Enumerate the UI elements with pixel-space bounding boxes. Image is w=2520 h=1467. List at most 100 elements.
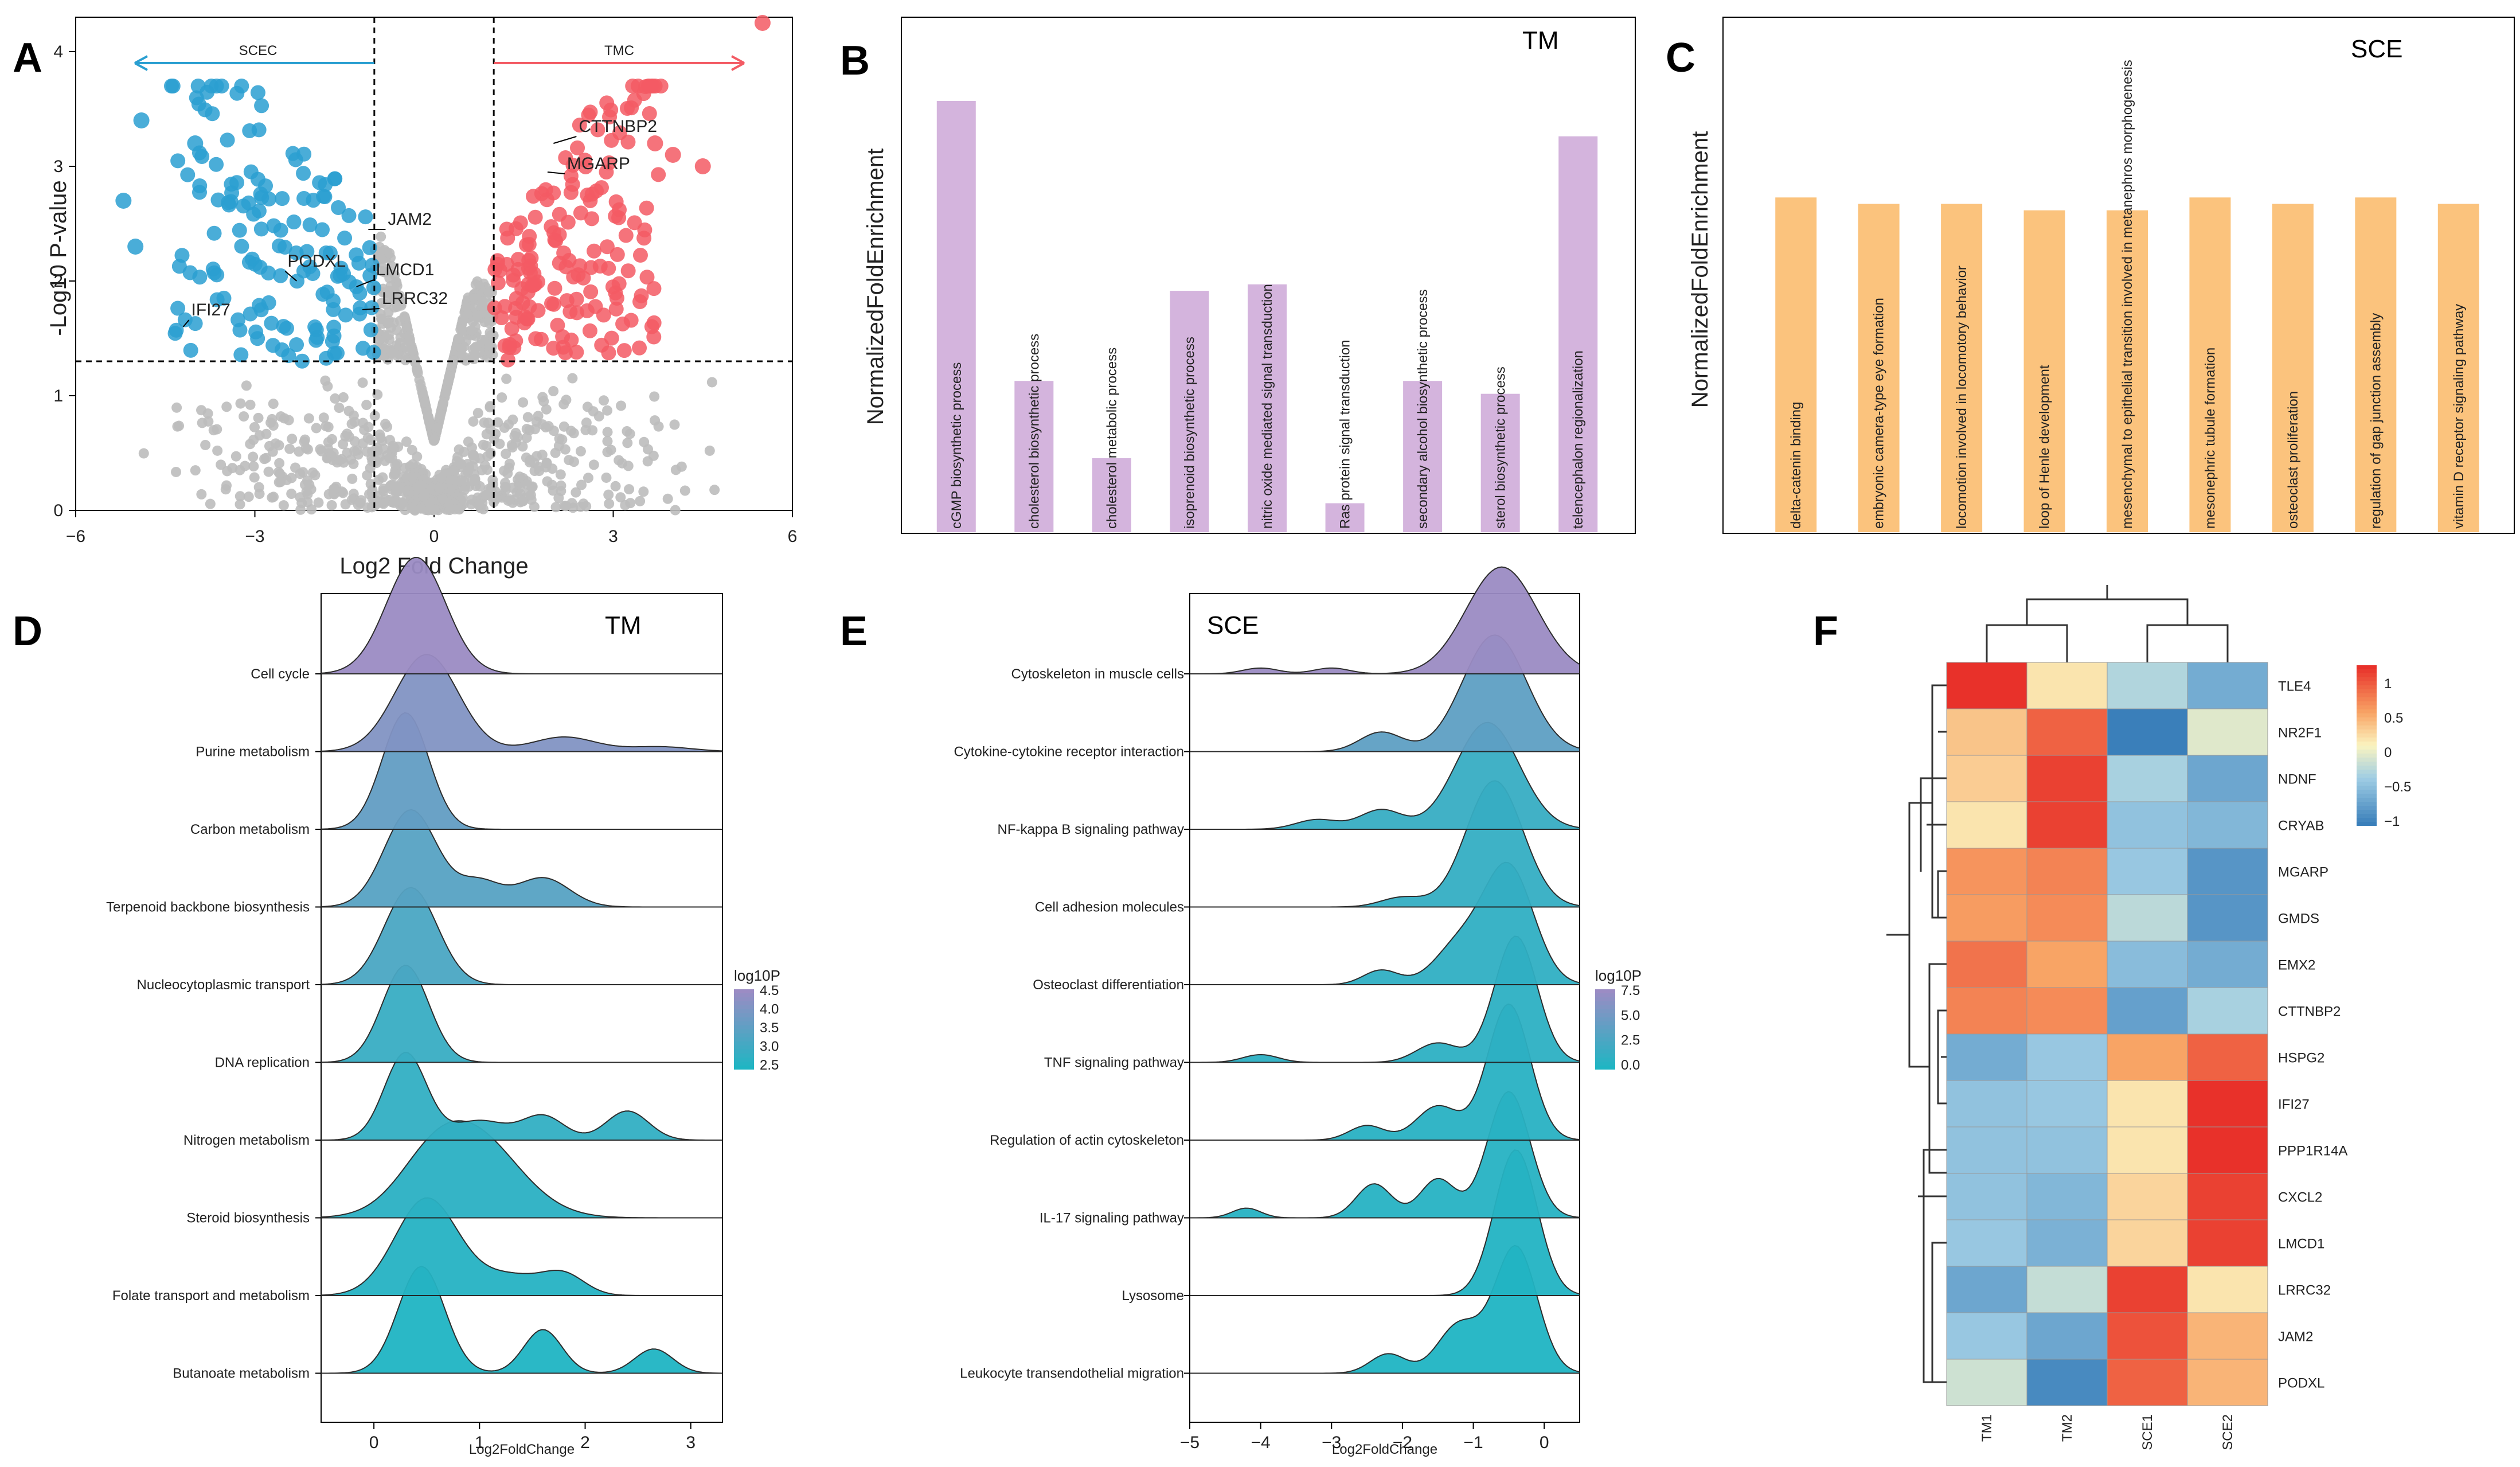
ns-point — [340, 431, 351, 442]
down-point — [234, 239, 249, 254]
heatmap-row-label: NDNF — [2278, 772, 2316, 787]
up-point — [573, 205, 588, 221]
ridge-category-label: Osteoclast differentiation — [1033, 977, 1184, 993]
ns-point — [604, 498, 615, 509]
down-point — [248, 324, 264, 340]
panel-letter-b: B — [840, 38, 870, 84]
ns-point — [268, 491, 279, 502]
gene-label-leader — [553, 136, 577, 144]
ns-point — [221, 401, 232, 412]
down-point — [305, 266, 321, 282]
ns-point — [533, 462, 544, 473]
down-point — [127, 239, 144, 255]
up-point — [608, 301, 624, 317]
down-point — [294, 353, 310, 369]
heatmap-legend-step — [2357, 786, 2377, 790]
ns-point — [235, 398, 246, 409]
up-point — [611, 202, 627, 217]
heatmap-col-label: TM1 — [1979, 1414, 1995, 1442]
heatmap-legend-step — [2357, 778, 2377, 782]
ns-point — [543, 421, 554, 432]
up-point — [616, 343, 632, 358]
ns-point — [241, 380, 252, 391]
ridge-density — [321, 1197, 722, 1296]
up-point — [601, 155, 617, 170]
heatmap-cell — [2026, 1080, 2108, 1127]
ns-point — [581, 418, 592, 428]
down-point — [314, 222, 330, 237]
down-point — [327, 171, 343, 186]
volcano-y-label: -Log10 P-value — [46, 180, 71, 335]
ns-point — [474, 500, 485, 510]
ns-point — [548, 386, 559, 397]
ns-point — [315, 444, 326, 455]
ns-point — [423, 411, 433, 422]
ns-point — [407, 503, 417, 514]
down-point — [336, 266, 351, 282]
legend-gradient-step — [1595, 1054, 1615, 1058]
ns-point — [497, 392, 507, 403]
gene-label-leader — [362, 308, 380, 310]
scec-arrow-head — [134, 55, 148, 71]
ns-point — [263, 466, 274, 477]
ns-point — [310, 470, 321, 481]
ns-point — [469, 293, 480, 304]
heatmap-cell — [2026, 662, 2108, 709]
ns-point — [538, 396, 549, 407]
ridge-category-label: Nitrogen metabolism — [183, 1133, 310, 1148]
ns-point — [598, 395, 609, 406]
heatmap-row-label: JAM2 — [2278, 1329, 2313, 1345]
volcano-y-tick: 1 — [53, 387, 63, 405]
legend-gradient-step — [1595, 1009, 1615, 1013]
up-point — [592, 258, 608, 274]
legend-gradient-step — [1595, 1049, 1615, 1054]
ridge-density — [321, 1120, 722, 1219]
up-point — [602, 109, 618, 124]
up-point — [640, 79, 656, 93]
ns-point — [415, 503, 426, 514]
down-point — [318, 350, 334, 366]
down-point — [206, 225, 222, 241]
ns-point — [348, 458, 359, 469]
row-dendrogram — [1886, 684, 1947, 1383]
ns-point — [529, 501, 540, 512]
bar-category-label: embryonic camera-type eye formation — [1872, 298, 1887, 529]
gene-label: JAM2 — [388, 210, 432, 229]
legend-gradient-step — [734, 1021, 754, 1025]
up-point — [651, 167, 666, 182]
legend-gradient-step — [1595, 1045, 1615, 1049]
bar — [1858, 204, 1900, 532]
heatmap-legend-step — [2357, 794, 2377, 798]
ns-point — [469, 302, 480, 313]
heatmap-cell — [2187, 1266, 2268, 1313]
legend-gradient-step — [734, 1013, 754, 1017]
ns-point — [254, 489, 265, 500]
legend-gradient-step — [1595, 1037, 1615, 1041]
volcano-x-tick: −6 — [66, 527, 85, 546]
up-point — [513, 215, 528, 231]
down-point — [337, 231, 353, 246]
heatmap-legend-step — [2357, 746, 2377, 750]
ns-point — [334, 403, 345, 413]
ns-point — [447, 357, 458, 368]
legend-gradient-step — [734, 1029, 754, 1033]
heatmap-legend-step — [2357, 766, 2377, 770]
down-point — [338, 307, 353, 323]
ns-point — [624, 484, 635, 495]
heatmap-cell — [2026, 801, 2108, 849]
ns-point — [338, 392, 349, 403]
legend-gradient-step — [734, 993, 754, 997]
ns-point — [284, 443, 295, 454]
legend-gradient-step — [734, 1058, 754, 1062]
ns-point — [460, 302, 471, 313]
legend-gradient-step — [1595, 1021, 1615, 1025]
up-point — [546, 341, 561, 356]
ns-point — [338, 487, 349, 498]
heatmap-legend-step — [2357, 806, 2377, 810]
ns-point — [412, 482, 423, 493]
ridge-category-label: Lysosome — [1122, 1288, 1185, 1304]
heatmap-row-label: IFI27 — [2278, 1097, 2310, 1113]
down-point — [326, 293, 341, 309]
bar-category-label: locomotion involved in locomotory behavi… — [1954, 266, 1970, 529]
heatmap-legend-step — [2357, 798, 2377, 802]
